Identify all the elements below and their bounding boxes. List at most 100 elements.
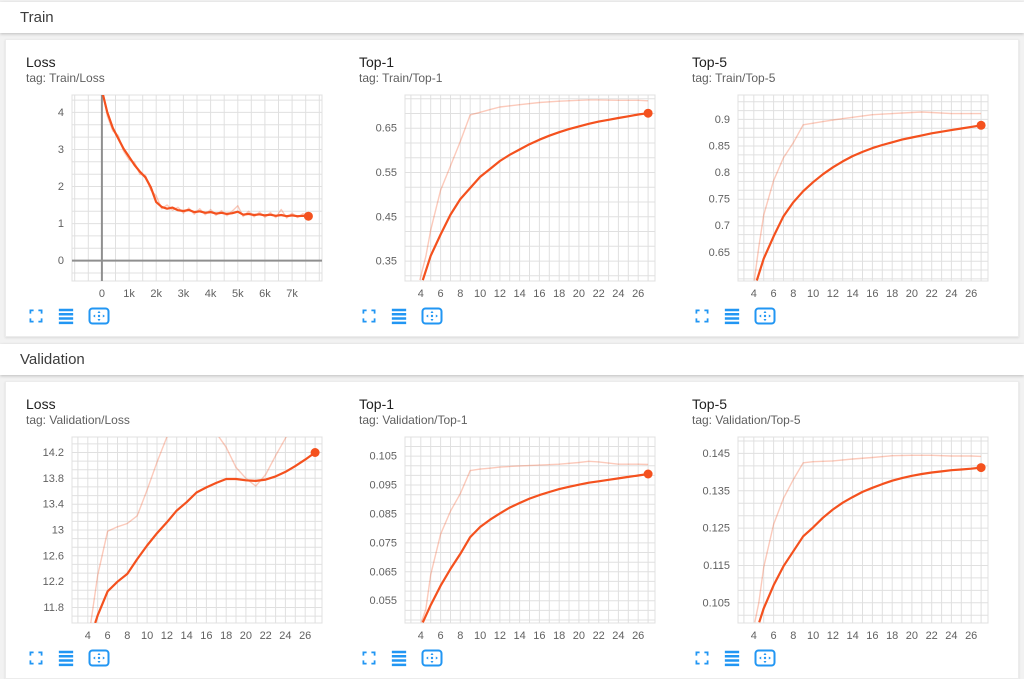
- expand-card-button[interactable]: [28, 306, 44, 326]
- svg-text:16: 16: [866, 288, 878, 300]
- svg-text:14: 14: [846, 630, 858, 642]
- svg-text:20: 20: [906, 630, 918, 642]
- svg-text:4: 4: [418, 630, 424, 642]
- chart-card: Loss tag: Train/Loss 0 1k 2k 3k 4k 5k 6k 7k 0 1 2 3…: [14, 52, 347, 326]
- scalar-chart[interactable]: 4 6 8 10 12 14 16 18 20 22 24 26 11.8 12.2 12.6 13 13.4 1…: [16, 431, 336, 643]
- chart-title: Top-1: [359, 396, 395, 412]
- svg-text:24: 24: [945, 288, 957, 300]
- svg-text:0.75: 0.75: [709, 194, 730, 206]
- svg-text:0.105: 0.105: [702, 597, 730, 609]
- expand-card-button[interactable]: [28, 648, 44, 668]
- fit-domain-icon: [421, 307, 443, 325]
- svg-text:14: 14: [846, 288, 858, 300]
- svg-text:13: 13: [52, 525, 64, 537]
- svg-text:6k: 6k: [259, 288, 271, 300]
- fit-domain-icon: [421, 649, 443, 667]
- chart-title: Top-5: [692, 396, 728, 412]
- section: Train Loss tag: Train/Loss 0 1k 2k 3k 4k 5k 6k…: [0, 2, 1024, 337]
- runs-selector-button[interactable]: [57, 306, 75, 326]
- scalar-chart[interactable]: 0 1k 2k 3k 4k 5k 6k 7k 0 1 2 3 4: [16, 89, 336, 301]
- svg-text:3k: 3k: [178, 288, 190, 300]
- svg-text:22: 22: [926, 288, 938, 300]
- svg-text:10: 10: [141, 630, 153, 642]
- svg-text:13.8: 13.8: [43, 473, 64, 485]
- expand-icon: [28, 650, 44, 666]
- svg-text:12: 12: [494, 288, 506, 300]
- chart-toolbar: [28, 648, 347, 668]
- svg-text:0.85: 0.85: [709, 141, 730, 153]
- fit-domain-icon: [754, 649, 776, 667]
- svg-text:12: 12: [827, 630, 839, 642]
- section-train-header[interactable]: Train: [0, 2, 1024, 33]
- svg-text:0.45: 0.45: [376, 211, 397, 223]
- expand-card-button[interactable]: [694, 306, 710, 326]
- svg-text:16: 16: [533, 630, 545, 642]
- fit-domain-button[interactable]: [88, 306, 110, 326]
- svg-text:14.2: 14.2: [43, 447, 64, 459]
- svg-text:11.8: 11.8: [43, 602, 64, 614]
- svg-text:4: 4: [58, 107, 64, 119]
- svg-text:14: 14: [513, 630, 525, 642]
- expand-card-button[interactable]: [361, 306, 377, 326]
- svg-text:24: 24: [945, 630, 957, 642]
- svg-text:20: 20: [573, 288, 585, 300]
- chart-tag: tag: Validation/Loss: [26, 413, 130, 427]
- chart-title: Top-1: [359, 54, 395, 70]
- svg-text:0.8: 0.8: [715, 167, 730, 179]
- svg-text:12: 12: [161, 630, 173, 642]
- svg-text:16: 16: [866, 630, 878, 642]
- chart-card: Top-5 tag: Validation/Top-5 4 6 8 10 12 14 16 1…: [680, 394, 1013, 668]
- scalar-chart[interactable]: 4 6 8 10 12 14 16 18 20 22 24 26 0.35 0.45 0.55 0.65: [349, 89, 669, 301]
- lines-icon: [390, 308, 408, 325]
- runs-selector-button[interactable]: [390, 648, 408, 668]
- runs-selector-button[interactable]: [57, 648, 75, 668]
- fit-domain-button[interactable]: [754, 306, 776, 326]
- svg-text:0.125: 0.125: [702, 523, 730, 535]
- chart-card: Loss tag: Validation/Loss 4 6 8 10 12 14 16 18 2…: [14, 394, 347, 668]
- runs-selector-button[interactable]: [390, 306, 408, 326]
- expand-card-button[interactable]: [361, 648, 377, 668]
- fit-domain-button[interactable]: [421, 648, 443, 668]
- runs-selector-button[interactable]: [723, 648, 741, 668]
- svg-text:12: 12: [827, 288, 839, 300]
- fit-domain-button[interactable]: [88, 648, 110, 668]
- svg-text:0.7: 0.7: [715, 220, 730, 232]
- svg-text:24: 24: [279, 630, 291, 642]
- chart-toolbar: [694, 648, 1013, 668]
- svg-text:3: 3: [58, 144, 64, 156]
- svg-text:6: 6: [105, 630, 111, 642]
- svg-text:26: 26: [632, 288, 644, 300]
- expand-icon: [361, 650, 377, 666]
- chart-card: Top-1 tag: Train/Top-1 4 6 8 10 12 14 16 18 20 22…: [347, 52, 680, 326]
- expand-icon: [694, 308, 710, 324]
- svg-text:0.35: 0.35: [376, 256, 397, 268]
- svg-text:8: 8: [124, 630, 130, 642]
- lines-icon: [723, 650, 741, 667]
- expand-card-button[interactable]: [694, 648, 710, 668]
- lines-icon: [57, 650, 75, 667]
- svg-text:14: 14: [180, 630, 192, 642]
- svg-text:0: 0: [99, 288, 105, 300]
- scalar-chart[interactable]: 4 6 8 10 12 14 16 18 20 22 24 26 0.65 0.7 0.75 0.8 0.85 0…: [682, 89, 1002, 301]
- svg-text:8: 8: [790, 288, 796, 300]
- scalar-chart[interactable]: 4 6 8 10 12 14 16 18 20 22 24 26 0.105 0.115 0.125 0.13…: [682, 431, 1002, 643]
- chart-toolbar: [361, 306, 680, 326]
- fit-domain-button[interactable]: [421, 306, 443, 326]
- chart-title: Loss: [26, 396, 56, 412]
- chart-tag: tag: Train/Top-1: [359, 71, 443, 85]
- svg-text:26: 26: [965, 630, 977, 642]
- lines-icon: [390, 650, 408, 667]
- svg-text:1: 1: [58, 218, 64, 230]
- svg-text:10: 10: [474, 288, 486, 300]
- fit-domain-button[interactable]: [754, 648, 776, 668]
- lines-icon: [57, 308, 75, 325]
- svg-text:4: 4: [85, 630, 91, 642]
- runs-selector-button[interactable]: [723, 306, 741, 326]
- scalar-chart[interactable]: 4 6 8 10 12 14 16 18 20 22 24 26 0.055 0.065 0.075 0.08…: [349, 431, 669, 643]
- section-title: Validation: [20, 351, 85, 368]
- section-validation-header[interactable]: Validation: [0, 344, 1024, 375]
- svg-text:14: 14: [513, 288, 525, 300]
- chart-title: Top-5: [692, 54, 728, 70]
- svg-text:26: 26: [632, 630, 644, 642]
